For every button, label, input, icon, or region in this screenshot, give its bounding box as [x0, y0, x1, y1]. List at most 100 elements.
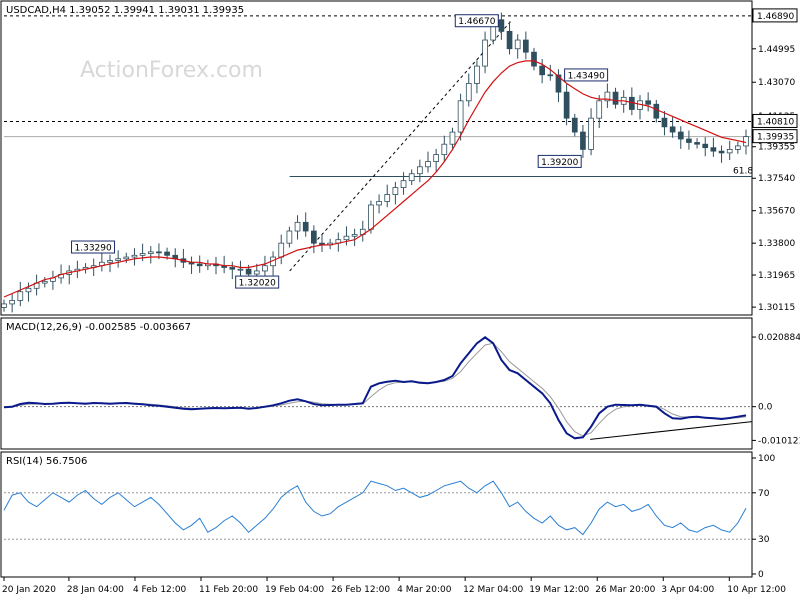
- candle-body: [115, 258, 122, 261]
- rsi-axis-label: 70: [758, 489, 770, 499]
- watermark: ActionForex.com: [80, 58, 263, 83]
- candle-body: [482, 39, 488, 67]
- price-tag-label: 1.46890: [757, 12, 794, 22]
- candle-body: [400, 180, 407, 189]
- price-tag-box: [752, 8, 798, 23]
- macd-trend-line: [590, 421, 753, 440]
- candle-body: [376, 201, 382, 206]
- candle-body: [743, 136, 749, 147]
- candle-body: [718, 150, 725, 154]
- candle-body: [416, 166, 423, 175]
- candle-body: [596, 100, 603, 119]
- candle-body: [563, 91, 570, 119]
- candle-body: [645, 100, 652, 105]
- candle-body: [384, 194, 391, 202]
- candle-body: [408, 173, 415, 182]
- candle-body: [539, 65, 546, 76]
- annotation-label: 1.39200: [541, 158, 578, 168]
- candle-body: [441, 143, 448, 156]
- candle-body: [580, 131, 586, 150]
- candle-body: [1, 303, 7, 308]
- candle-body: [164, 251, 170, 256]
- trend-line: [289, 19, 513, 272]
- candle-body: [653, 103, 660, 119]
- candle-body: [457, 100, 464, 133]
- candle-body: [9, 300, 15, 305]
- macd-axis-label: 0.020884: [758, 333, 800, 343]
- price-axis-label: 1.44995: [758, 45, 795, 55]
- candle-body: [433, 154, 440, 162]
- macd-axis-label: -0.010121: [758, 436, 800, 446]
- candle-body: [237, 268, 244, 271]
- candle-body: [677, 131, 684, 140]
- price-tag-box: [752, 113, 798, 128]
- annotation-box: [564, 68, 609, 82]
- candle-body: [278, 242, 285, 258]
- candle-body: [196, 263, 203, 267]
- price-axis-label: 1.43070: [758, 78, 795, 88]
- rsi-line: [3, 480, 747, 536]
- price-tag-box: [752, 129, 798, 144]
- candle-body: [229, 267, 236, 270]
- candle-body: [41, 280, 48, 284]
- candle-body: [25, 287, 32, 293]
- candle-body: [425, 161, 431, 168]
- x-axis-label: 4 Mar 20:00: [397, 585, 452, 595]
- x-axis-label: 11 Feb 20:00: [199, 585, 258, 595]
- annotation-label: 1.43490: [568, 71, 605, 81]
- candle-body: [474, 65, 480, 84]
- candle-body: [123, 256, 130, 260]
- candle-body: [514, 39, 521, 50]
- candle-body: [661, 117, 668, 128]
- annotation-label: 1.33290: [75, 244, 112, 254]
- candle-body: [604, 91, 611, 102]
- price-axis-label: 1.30115: [758, 303, 795, 313]
- candle-body: [262, 265, 268, 272]
- candle-body: [702, 143, 709, 149]
- x-axis-label: 3 Apr 04:00: [661, 585, 714, 595]
- x-axis-label: 19 Feb 04:00: [265, 585, 324, 595]
- x-axis-label: 4 Feb 12:00: [133, 585, 187, 595]
- candle-body: [686, 138, 692, 143]
- candle-body: [147, 251, 154, 254]
- candle-body: [726, 149, 733, 154]
- rsi-axis-label: 100: [758, 454, 775, 464]
- rsi-axis-label: 0: [758, 570, 764, 580]
- candle-body: [286, 230, 293, 244]
- annotation-label: 1.46670: [458, 17, 495, 27]
- macd-signal-line: [3, 342, 747, 437]
- macd-layer: 0.020884 0.0 -0.010121: [3, 333, 800, 446]
- annotation-box: [235, 275, 280, 289]
- moving-average-line: [3, 60, 747, 298]
- candle-body: [310, 230, 317, 244]
- candle-body: [547, 74, 554, 77]
- price-axis-label: 1.31965: [758, 271, 795, 281]
- price-axis-label: 1.39355: [758, 143, 795, 153]
- candle-body: [156, 251, 162, 254]
- annotation-box: [537, 154, 582, 168]
- candle-body: [555, 74, 562, 93]
- candle-body: [669, 126, 676, 133]
- x-axis: 20 Jan 2020 28 Jan 04:00 4 Feb 12:00 11 Feb…: [2, 577, 786, 595]
- candle-body: [571, 117, 578, 133]
- x-axis-label: 26 Feb 12:00: [331, 585, 390, 595]
- x-axis-label: 26 Mar 20:00: [595, 585, 655, 595]
- rsi-axis-label: 30: [758, 535, 770, 545]
- candle-body: [588, 117, 594, 150]
- price-pane-title: USDCAD,H4 1.39052 1.39941 1.39031 1.3993…: [6, 5, 244, 16]
- candle-body: [253, 270, 260, 275]
- macd-pane-title: MACD(12,26,9) -0.002585 -0.003667: [6, 322, 191, 333]
- candle-body: [294, 221, 301, 232]
- fib-618-label: 61.8: [733, 166, 753, 176]
- annotation-box: [71, 240, 116, 254]
- candle-body: [139, 253, 146, 256]
- candle-body: [17, 291, 24, 301]
- rsi-pane-frame: [0, 451, 753, 578]
- candle-body: [368, 204, 374, 230]
- candle-body: [710, 147, 717, 152]
- annotation-box: [454, 14, 499, 28]
- candle-body: [531, 51, 537, 67]
- candle-body: [498, 19, 505, 32]
